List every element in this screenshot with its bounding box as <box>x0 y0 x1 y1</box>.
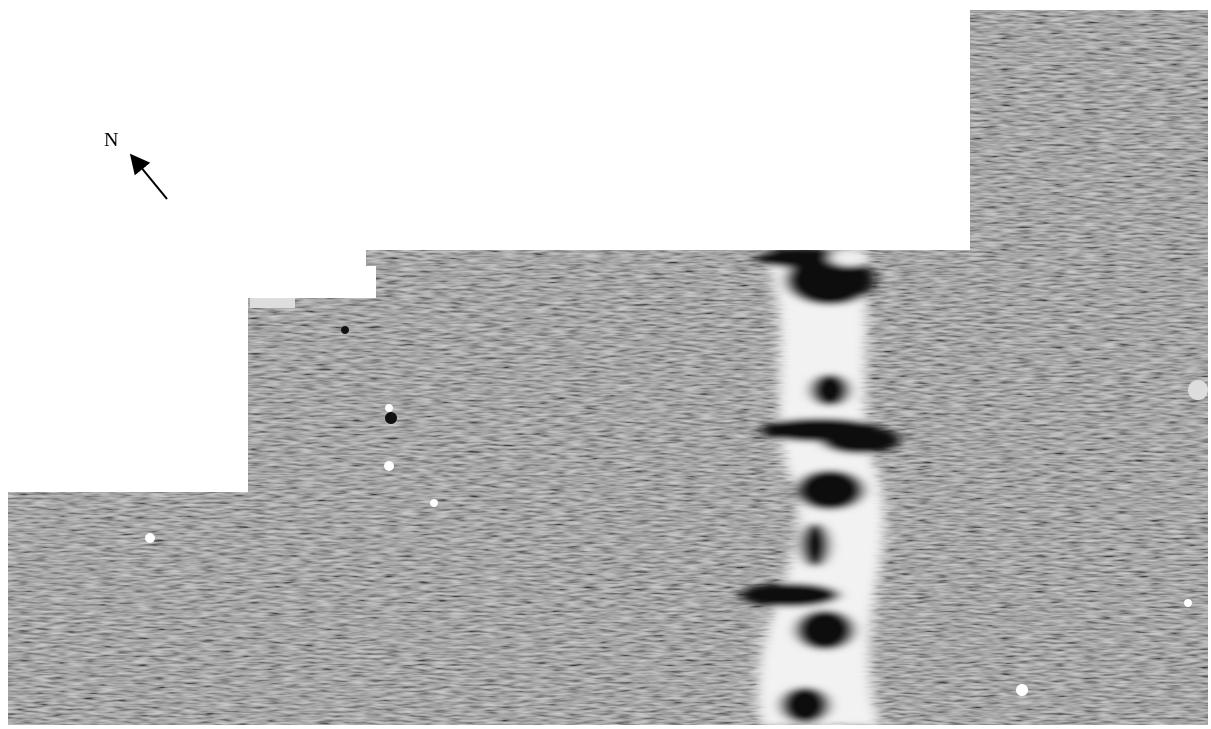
image: N <box>0 0 1211 729</box>
mosaic <box>0 0 1211 729</box>
north-arrow <box>140 166 167 199</box>
compass: N <box>104 129 167 199</box>
north-label: N <box>104 129 118 151</box>
